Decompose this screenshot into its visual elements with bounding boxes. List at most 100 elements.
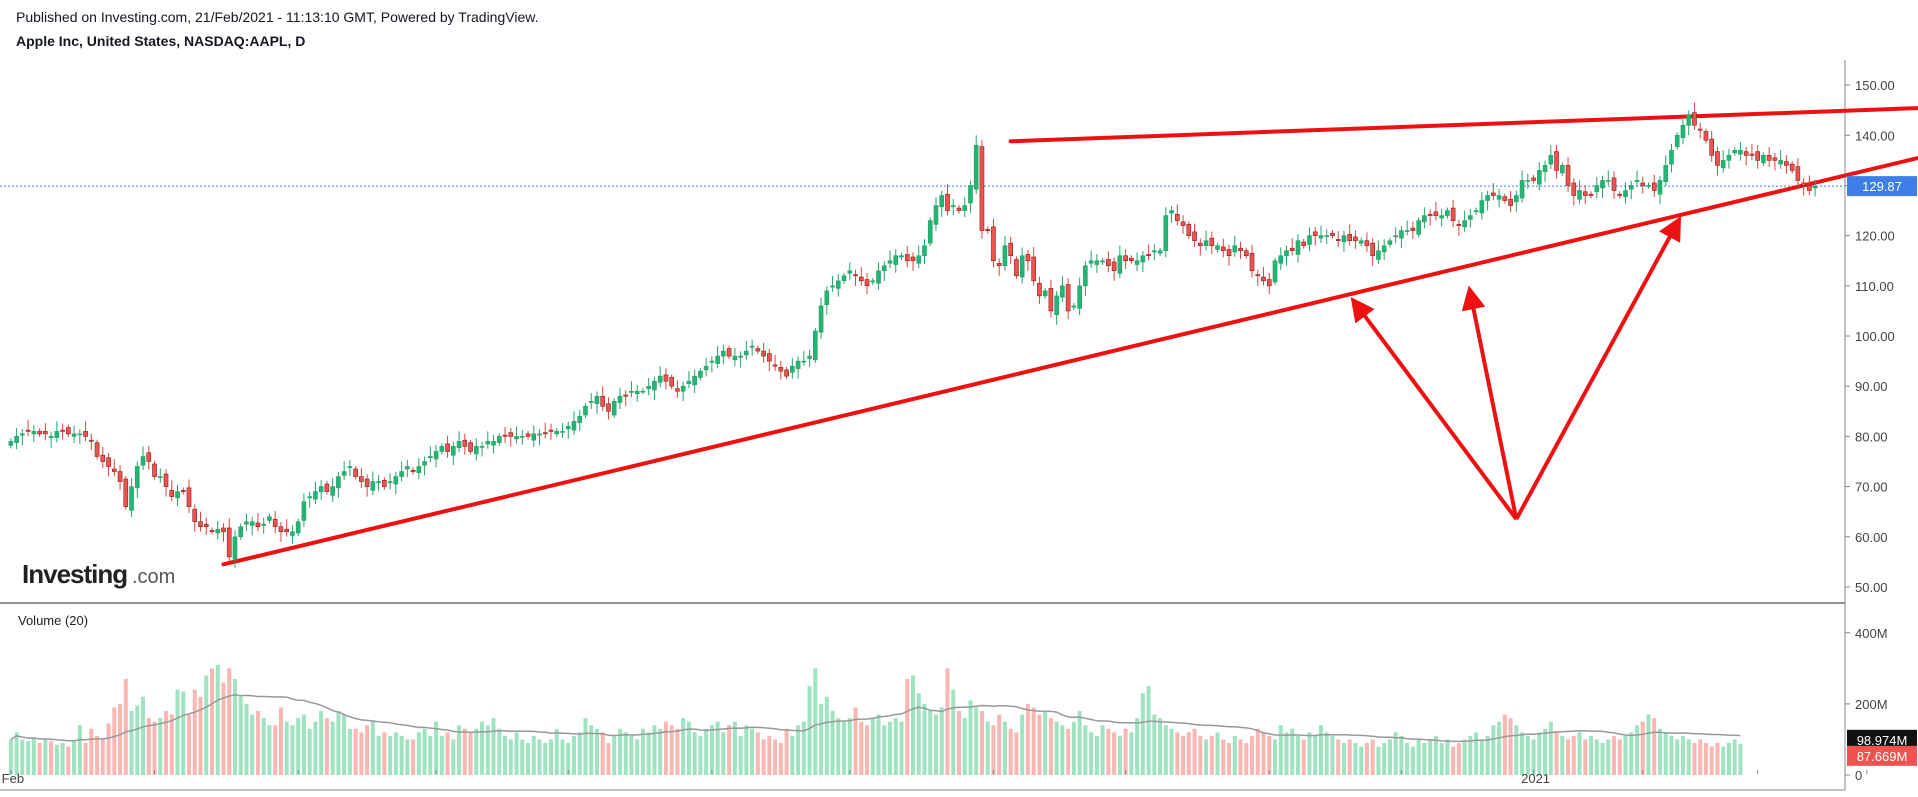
- volume-bar[interactable]: [922, 703, 927, 775]
- candle[interactable]: [364, 474, 370, 497]
- volume-bar[interactable]: [1227, 743, 1232, 775]
- candle[interactable]: [341, 461, 347, 481]
- volume-bar[interactable]: [1663, 732, 1668, 775]
- candle[interactable]: [1801, 178, 1806, 196]
- volume-bar[interactable]: [709, 725, 714, 775]
- volume-bar[interactable]: [617, 728, 622, 775]
- volume-bar[interactable]: [1468, 735, 1473, 775]
- candle[interactable]: [778, 360, 784, 380]
- volume-bar[interactable]: [1244, 743, 1249, 775]
- volume-bar[interactable]: [445, 732, 450, 775]
- volume-bar[interactable]: [1123, 728, 1128, 775]
- candle[interactable]: [904, 246, 910, 268]
- volume-bar[interactable]: [870, 718, 875, 775]
- volume-bar[interactable]: [480, 721, 485, 775]
- candle[interactable]: [1324, 229, 1330, 244]
- candle[interactable]: [1674, 132, 1680, 150]
- candle[interactable]: [129, 478, 134, 517]
- volume-bar[interactable]: [95, 735, 100, 775]
- candle[interactable]: [140, 446, 146, 471]
- volume-bar[interactable]: [238, 696, 243, 775]
- volume-bar[interactable]: [939, 707, 944, 775]
- candle[interactable]: [146, 446, 152, 470]
- candle[interactable]: [1106, 251, 1111, 273]
- volume-bar[interactable]: [537, 739, 542, 775]
- last-volume-tag[interactable]: 87.669M: [1847, 745, 1917, 766]
- annotation-arrow-2[interactable]: [1461, 285, 1519, 520]
- candle[interactable]: [1778, 150, 1783, 169]
- volume-bar[interactable]: [319, 711, 324, 775]
- candle[interactable]: [1152, 244, 1157, 261]
- candle[interactable]: [1255, 269, 1261, 286]
- candle[interactable]: [20, 429, 25, 446]
- candle[interactable]: [198, 511, 203, 532]
- volume-bar[interactable]: [635, 739, 640, 775]
- volume-bar[interactable]: [503, 735, 508, 775]
- volume-bar[interactable]: [278, 707, 283, 775]
- volume-bar[interactable]: [755, 732, 760, 775]
- candle[interactable]: [1531, 174, 1536, 184]
- volume-bar[interactable]: [307, 728, 312, 775]
- volume-bar[interactable]: [89, 728, 94, 775]
- candle[interactable]: [1071, 302, 1077, 311]
- volume-bar[interactable]: [1146, 686, 1151, 775]
- candle[interactable]: [1450, 199, 1456, 228]
- volume-bar[interactable]: [1525, 735, 1530, 775]
- volume-bar[interactable]: [865, 725, 870, 775]
- volume-bar[interactable]: [232, 679, 237, 775]
- volume-bar[interactable]: [1474, 732, 1479, 775]
- volume-bar[interactable]: [698, 735, 703, 775]
- volume-bar[interactable]: [652, 725, 657, 775]
- volume-bar[interactable]: [83, 743, 88, 775]
- volume-bar[interactable]: [991, 725, 996, 775]
- candle[interactable]: [767, 348, 772, 372]
- candle[interactable]: [744, 341, 749, 360]
- volume-bar[interactable]: [250, 714, 255, 775]
- candle[interactable]: [887, 250, 893, 269]
- candle[interactable]: [1381, 239, 1387, 261]
- candle[interactable]: [410, 467, 416, 475]
- volume-bar[interactable]: [255, 711, 260, 775]
- volume-bar[interactable]: [721, 732, 726, 775]
- volume-bar[interactable]: [1370, 739, 1375, 775]
- candle[interactable]: [629, 381, 634, 398]
- volume-bar[interactable]: [1043, 711, 1048, 775]
- volume-bar[interactable]: [790, 735, 795, 775]
- volume-bar[interactable]: [738, 735, 743, 775]
- candle[interactable]: [1433, 201, 1439, 221]
- candle[interactable]: [1060, 275, 1065, 302]
- volume-bar[interactable]: [204, 675, 209, 775]
- volume-bar[interactable]: [1284, 732, 1289, 775]
- volume-bar[interactable]: [1209, 735, 1214, 775]
- candle[interactable]: [962, 197, 968, 218]
- volume-bar[interactable]: [1577, 732, 1582, 775]
- candle[interactable]: [1226, 244, 1232, 266]
- candle[interactable]: [985, 226, 991, 234]
- candle[interactable]: [1600, 175, 1605, 199]
- candle[interactable]: [1364, 232, 1370, 253]
- volume-bar[interactable]: [956, 711, 961, 775]
- candle[interactable]: [973, 135, 979, 194]
- volume-bar[interactable]: [594, 728, 599, 775]
- volume-bar[interactable]: [876, 714, 881, 775]
- volume-bar[interactable]: [100, 739, 105, 775]
- volume-bar[interactable]: [141, 696, 146, 775]
- volume-bar[interactable]: [1456, 743, 1461, 775]
- volume-bar[interactable]: [1341, 743, 1346, 775]
- volume-bar[interactable]: [778, 743, 783, 775]
- volume-bar[interactable]: [1548, 721, 1553, 775]
- candle[interactable]: [123, 476, 129, 510]
- candle[interactable]: [1680, 116, 1686, 145]
- volume-bar[interactable]: [1192, 728, 1197, 775]
- volume-bar[interactable]: [1221, 739, 1226, 775]
- volume-bar[interactable]: [1077, 711, 1082, 775]
- volume-bar[interactable]: [353, 728, 358, 775]
- volume-bar[interactable]: [1680, 735, 1685, 775]
- volume-bar[interactable]: [1537, 732, 1542, 775]
- candle[interactable]: [1738, 142, 1743, 161]
- volume-bar[interactable]: [1037, 714, 1042, 775]
- volume-bar[interactable]: [974, 707, 979, 775]
- volume-bar[interactable]: [221, 682, 226, 775]
- candle[interactable]: [1025, 249, 1031, 271]
- volume-bar[interactable]: [1290, 728, 1295, 775]
